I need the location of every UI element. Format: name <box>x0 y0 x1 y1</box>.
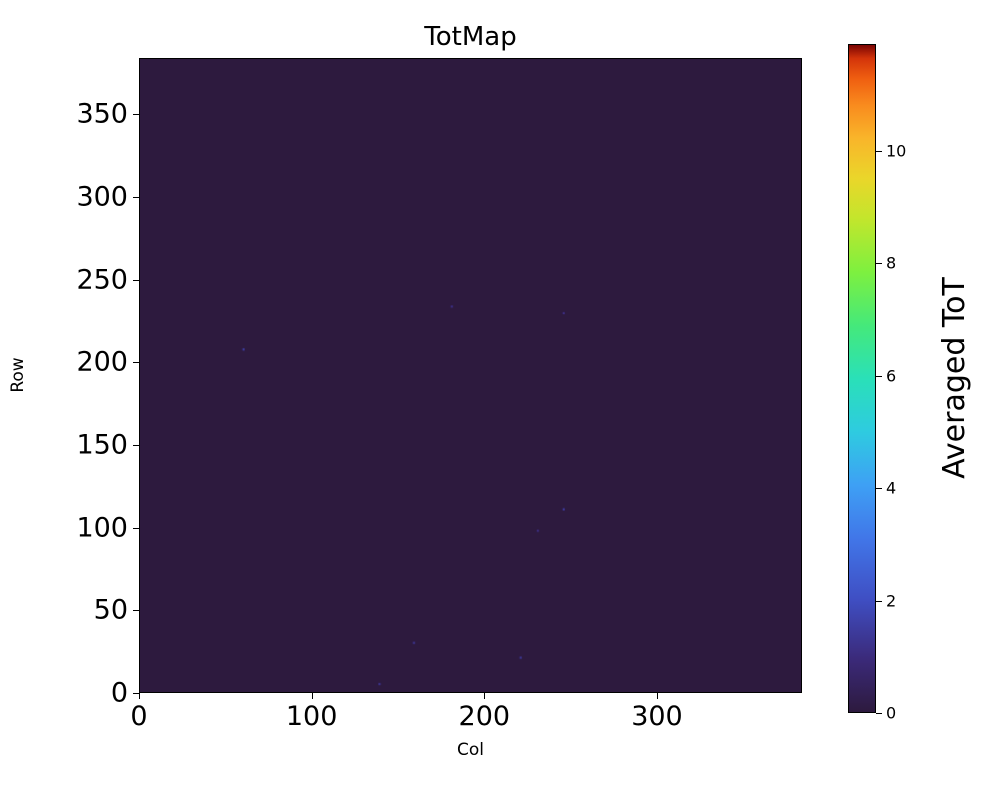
heatmap-plot-area[interactable] <box>139 58 802 693</box>
colorbar-tick-label: 0 <box>886 703 897 723</box>
colorbar-tick-label: 6 <box>886 366 897 386</box>
x-tick-label: 200 <box>458 701 511 732</box>
colorbar-tick-mark <box>876 263 882 265</box>
y-axis-label: Row <box>8 357 28 393</box>
colorbar-label: Averaged ToT <box>937 277 972 479</box>
y-tick-label: 100 <box>76 512 128 544</box>
x-tick-mark <box>656 693 658 699</box>
y-tick-mark <box>133 610 139 612</box>
chart-title: TotMap <box>424 22 517 52</box>
y-tick-mark <box>133 362 139 364</box>
y-tick-label: 350 <box>76 98 128 130</box>
y-tick-label: 200 <box>76 346 128 378</box>
colorbar-tick-mark <box>876 150 882 152</box>
y-tick-label: 50 <box>93 594 128 626</box>
x-tick-label: 300 <box>631 701 683 732</box>
colorbar-tick-label: 2 <box>886 591 897 611</box>
x-tick-label: 100 <box>285 701 338 732</box>
y-tick-mark <box>133 527 139 529</box>
y-tick-label: 300 <box>76 181 128 213</box>
colorbar-tick-label: 8 <box>886 253 897 273</box>
colorbar-tick-mark <box>876 713 882 714</box>
y-tick-mark <box>133 444 139 446</box>
x-tick-mark <box>484 693 486 699</box>
colorbar-tick-mark <box>876 488 882 490</box>
x-tick-mark <box>311 693 313 699</box>
colorbar-gradient <box>849 45 875 712</box>
colorbar-tick-mark <box>876 375 882 377</box>
y-tick-label: 250 <box>76 264 128 296</box>
x-tick-mark <box>139 693 140 699</box>
y-tick-label: 150 <box>76 429 128 461</box>
y-tick-mark <box>133 693 139 694</box>
heatmap-image <box>140 59 801 692</box>
y-tick-mark <box>133 114 139 116</box>
x-tick-label: 0 <box>130 701 148 732</box>
y-tick-mark <box>133 196 139 198</box>
colorbar-tick-label: 4 <box>886 478 897 498</box>
colorbar[interactable] <box>848 44 876 713</box>
y-tick-mark <box>133 279 139 281</box>
y-tick-label: 0 <box>110 677 128 709</box>
colorbar-tick-label: 10 <box>886 141 907 161</box>
x-axis-label: Col <box>457 740 484 760</box>
colorbar-tick-mark <box>876 600 882 602</box>
